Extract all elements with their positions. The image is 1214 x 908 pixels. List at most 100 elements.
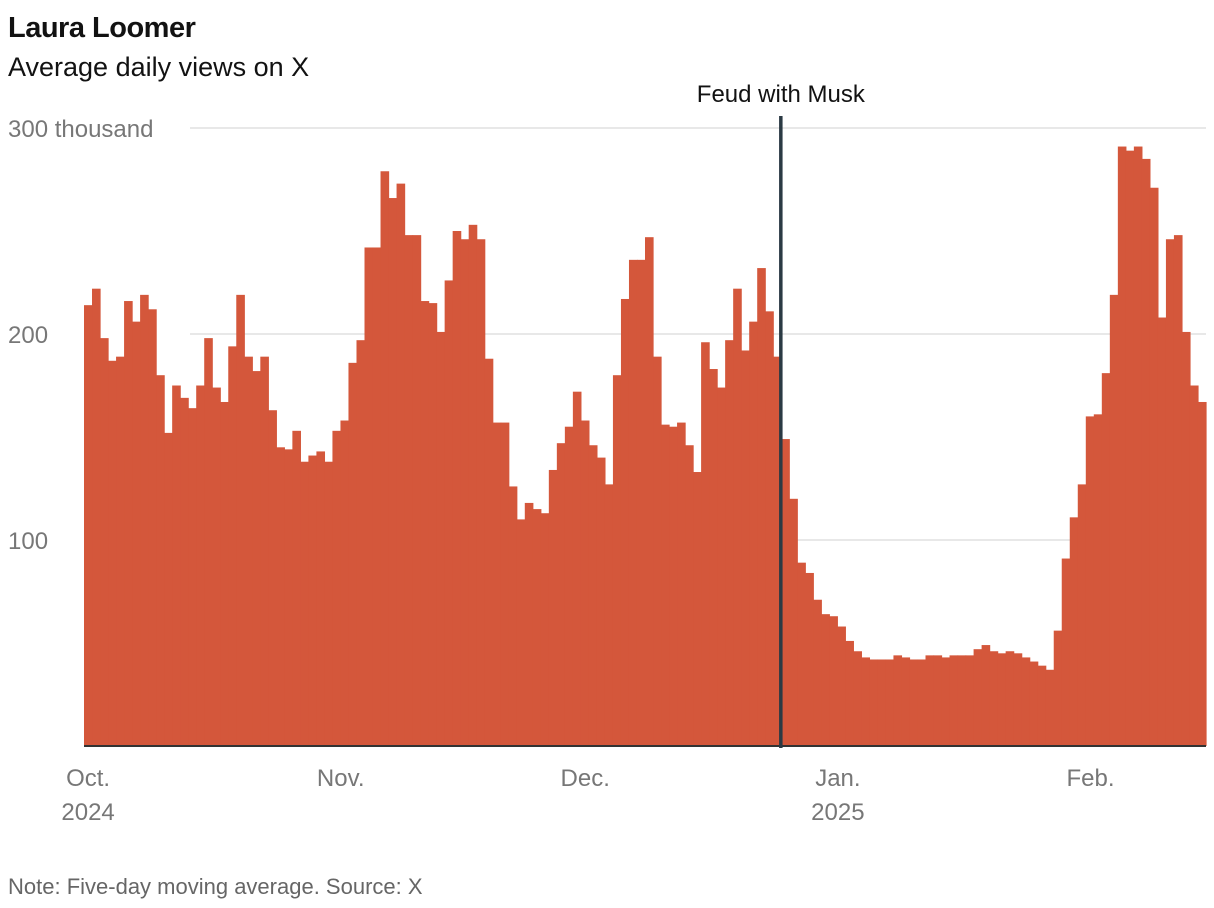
bar bbox=[1109, 294, 1119, 746]
bar bbox=[372, 247, 382, 747]
bar bbox=[484, 358, 494, 746]
bar bbox=[148, 309, 157, 746]
bar bbox=[380, 171, 390, 746]
bar bbox=[789, 498, 798, 746]
x-tick-year-label: 2025 bbox=[811, 799, 864, 826]
bar bbox=[236, 294, 245, 746]
bar bbox=[645, 237, 654, 746]
bar bbox=[685, 445, 694, 746]
bar bbox=[765, 311, 774, 746]
bar bbox=[492, 422, 502, 746]
bar bbox=[460, 239, 470, 747]
bar bbox=[388, 198, 398, 747]
bar bbox=[877, 659, 887, 746]
bar bbox=[981, 645, 991, 746]
bar bbox=[933, 655, 943, 746]
bar bbox=[885, 659, 895, 746]
bar bbox=[188, 408, 197, 746]
bar bbox=[1005, 651, 1015, 746]
bar bbox=[268, 410, 277, 746]
bar bbox=[1173, 235, 1183, 746]
bar bbox=[364, 247, 374, 747]
bar bbox=[893, 655, 903, 746]
bar bbox=[1061, 558, 1071, 746]
bar bbox=[821, 614, 830, 746]
bar bbox=[556, 443, 566, 746]
bar bbox=[1141, 158, 1151, 746]
chart-subtitle: Average daily views on X bbox=[8, 52, 310, 82]
bar bbox=[1189, 385, 1199, 746]
bar bbox=[524, 502, 534, 746]
bar bbox=[829, 616, 838, 746]
bar bbox=[781, 439, 790, 746]
bar bbox=[797, 562, 806, 746]
bar bbox=[284, 449, 293, 746]
bar bbox=[957, 655, 967, 746]
bar bbox=[620, 298, 630, 746]
bar bbox=[1069, 517, 1079, 746]
bar bbox=[228, 346, 237, 746]
bar bbox=[701, 342, 710, 746]
bar bbox=[845, 640, 854, 746]
bar bbox=[1133, 146, 1143, 747]
bar bbox=[116, 356, 125, 746]
bar bbox=[316, 451, 326, 746]
bar bbox=[244, 356, 253, 746]
bar bbox=[500, 422, 510, 746]
bars bbox=[84, 146, 1207, 747]
bar bbox=[276, 447, 285, 746]
x-tick-year-label: 2024 bbox=[61, 799, 114, 826]
bar bbox=[452, 231, 462, 746]
bar bbox=[628, 259, 638, 746]
bar bbox=[196, 385, 205, 746]
bar bbox=[949, 655, 959, 746]
bar bbox=[1149, 187, 1159, 747]
bar bbox=[861, 657, 870, 746]
x-tick-label: Jan. bbox=[815, 765, 860, 792]
x-tick-label: Feb. bbox=[1067, 765, 1115, 792]
bar bbox=[92, 288, 101, 746]
bar bbox=[348, 362, 358, 746]
bar bbox=[604, 484, 614, 746]
bar bbox=[172, 385, 181, 746]
bar bbox=[356, 340, 366, 746]
bar bbox=[260, 356, 269, 746]
bar bbox=[332, 430, 342, 746]
bar bbox=[925, 655, 935, 746]
bar bbox=[468, 224, 478, 746]
bar bbox=[1045, 669, 1055, 746]
bar bbox=[580, 420, 590, 746]
bar bbox=[1085, 416, 1095, 746]
bar bbox=[869, 659, 879, 746]
bar bbox=[1013, 653, 1023, 746]
bar bbox=[140, 294, 149, 746]
bar bbox=[717, 387, 726, 746]
bar bbox=[741, 350, 750, 746]
bar bbox=[588, 445, 598, 746]
bar bbox=[965, 655, 975, 746]
bar bbox=[973, 649, 983, 746]
bar bbox=[572, 391, 582, 746]
chart-title: Laura Loomer bbox=[8, 12, 196, 44]
bar bbox=[1077, 484, 1087, 746]
source-note: Note: Five-day moving average. Source: X bbox=[8, 874, 423, 899]
bar bbox=[813, 599, 822, 746]
y-tick-label: 200 bbox=[8, 322, 48, 349]
bar bbox=[1053, 630, 1063, 746]
bar bbox=[733, 288, 742, 746]
bar bbox=[909, 659, 919, 746]
bar bbox=[653, 356, 662, 746]
bar bbox=[532, 509, 542, 746]
axes: Oct. 2024 Nov. Dec. Jan. 2025 Feb. bbox=[61, 745, 1206, 826]
bar bbox=[1093, 414, 1103, 746]
bar bbox=[693, 472, 702, 746]
bar bbox=[156, 375, 165, 746]
y-tick-label: 300 thousand bbox=[8, 116, 153, 143]
bar bbox=[773, 356, 782, 746]
bar bbox=[1117, 146, 1127, 747]
bar bbox=[132, 321, 141, 746]
bar bbox=[204, 338, 213, 746]
bar bbox=[1125, 150, 1135, 746]
annotation: Feud with Musk bbox=[697, 81, 866, 748]
bar bbox=[1197, 401, 1207, 746]
